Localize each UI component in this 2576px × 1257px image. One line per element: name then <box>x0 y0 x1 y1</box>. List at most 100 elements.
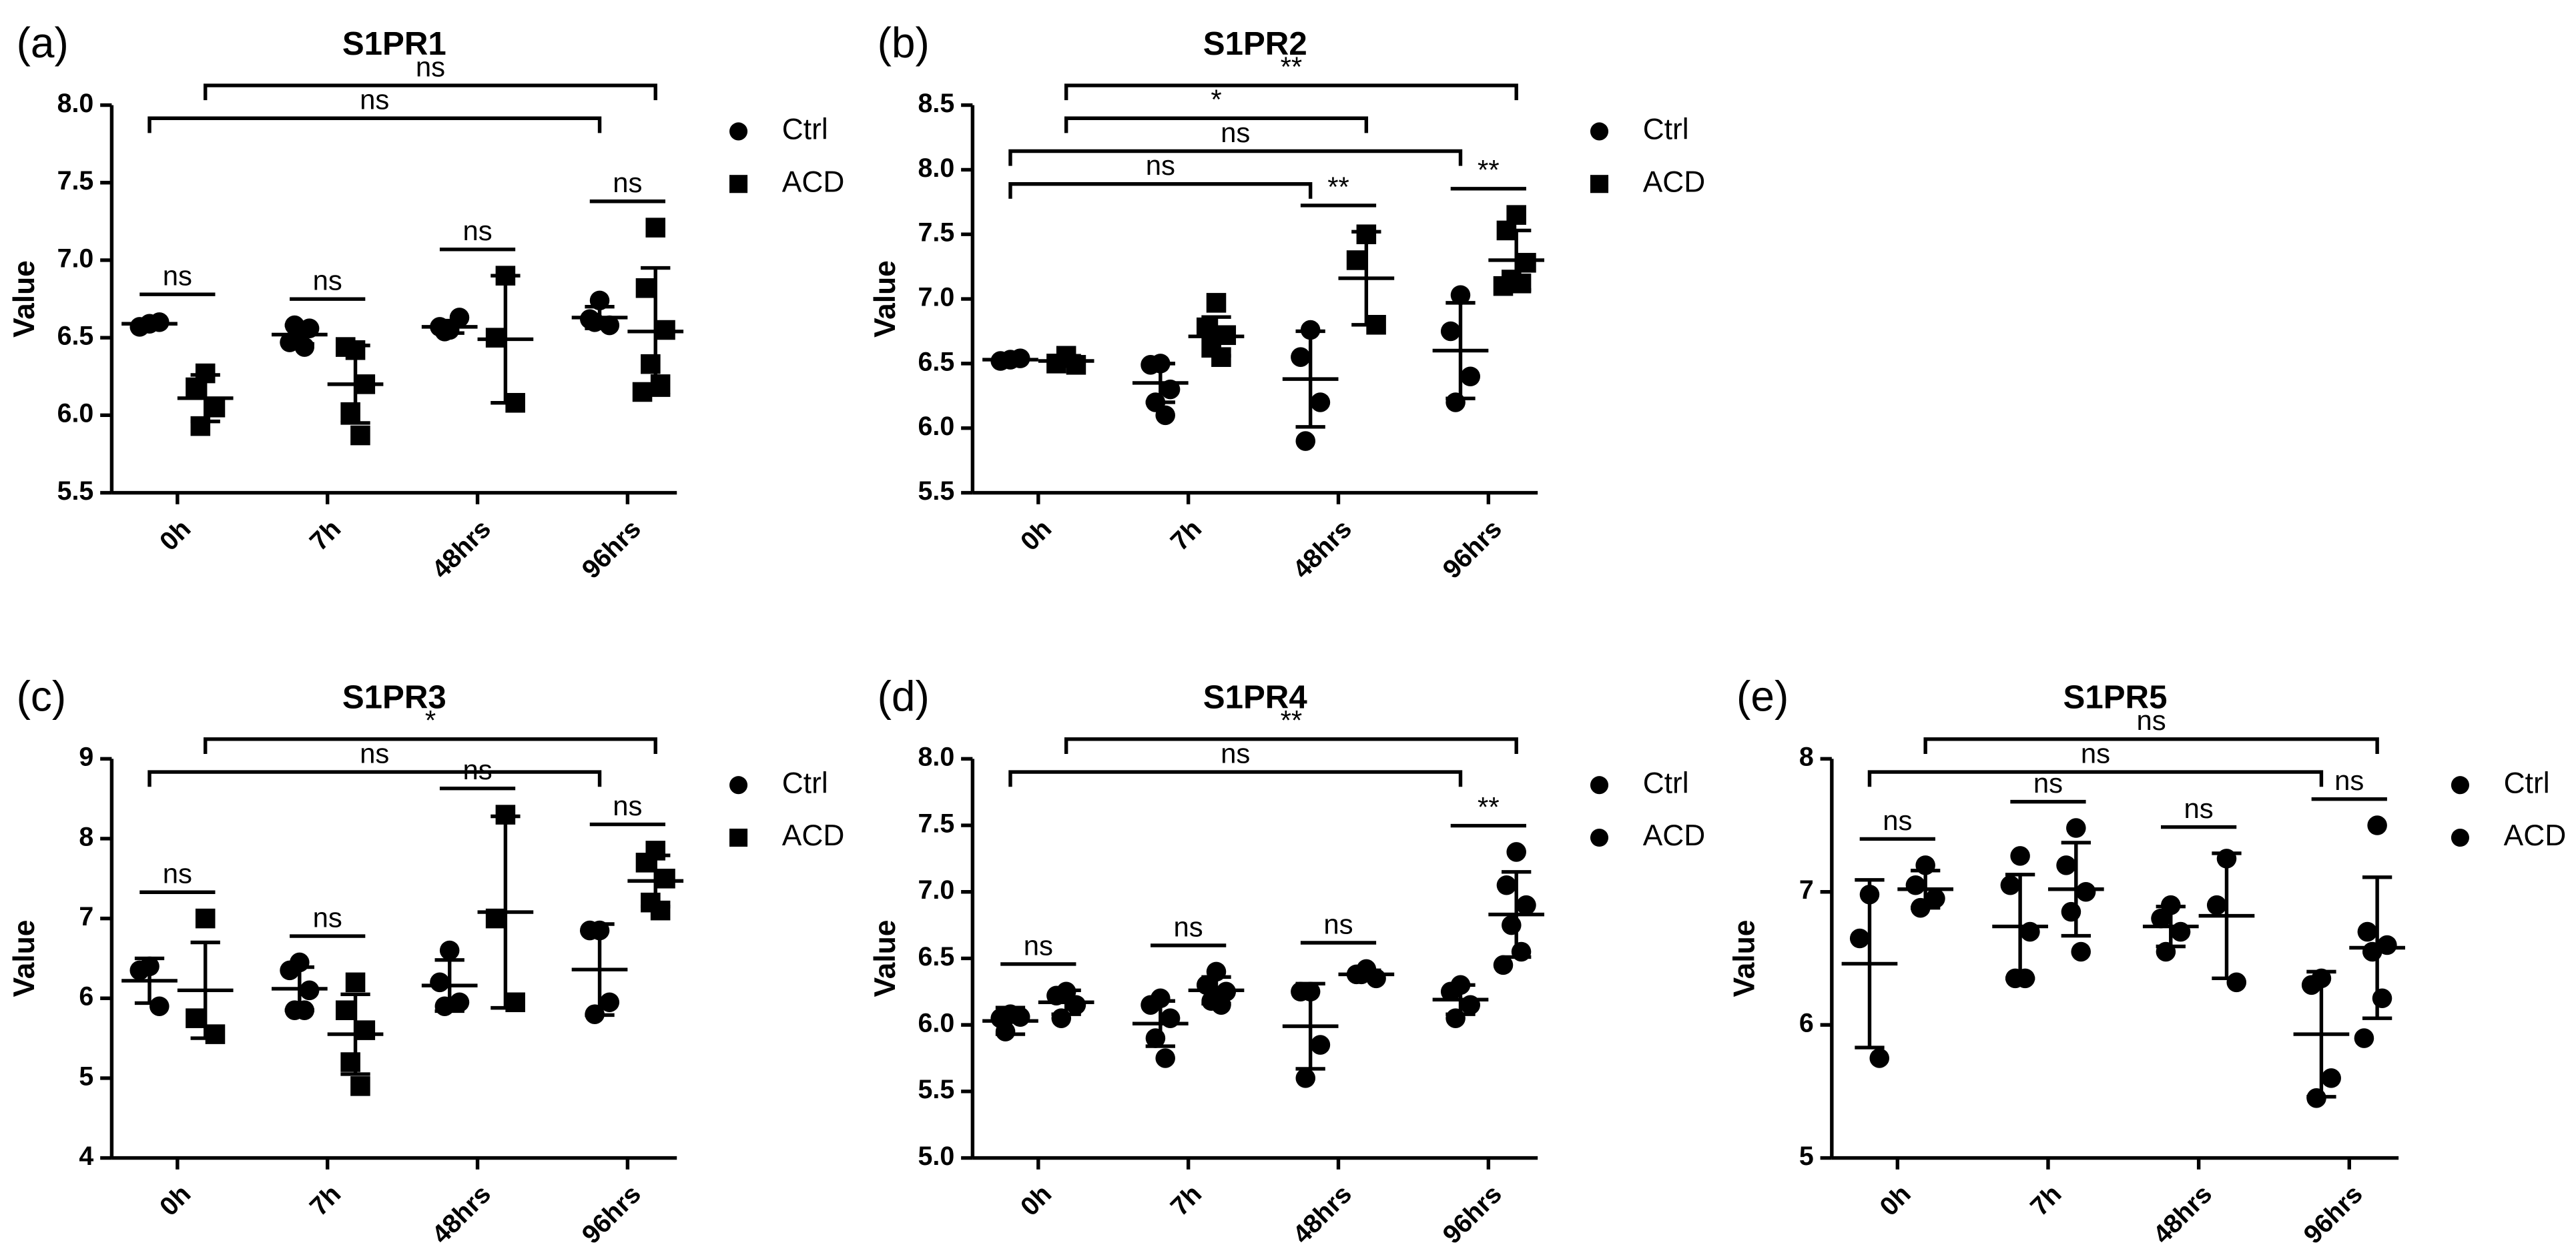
y-axis-label: Value <box>1728 920 1761 997</box>
data-point <box>2206 895 2227 915</box>
significance-label: ns <box>613 790 642 821</box>
data-point <box>2151 908 2171 929</box>
data-point <box>2377 935 2397 955</box>
x-tick-label: 96hrs <box>576 1179 646 1249</box>
legend-marker <box>1590 776 1609 795</box>
significance-label: ns <box>360 84 389 115</box>
panel-label: (e) <box>1736 673 1789 721</box>
x-tick-label: 7h <box>2025 1179 2067 1222</box>
y-tick-label: 7.0 <box>57 244 94 273</box>
data-point <box>190 416 211 436</box>
chart-title: S1PR1 <box>342 25 446 62</box>
y-tick-label: 6.0 <box>918 412 955 441</box>
data-point <box>1905 875 1926 895</box>
significance-label: ** <box>1281 51 1303 82</box>
y-tick-label: 8.5 <box>918 89 955 118</box>
panel: (c) S1PR3 Value 4 5 6 7 8 9 0h 7h 48hrs 96hrs Ctrl ACD… <box>8 673 844 1250</box>
significance-label: * <box>425 705 436 736</box>
y-tick-label: 5.0 <box>918 1142 955 1171</box>
error-bar <box>995 355 1026 364</box>
y-tick-label: 7 <box>1799 875 1814 905</box>
data-point <box>1445 392 1466 412</box>
data-point <box>1496 875 1517 895</box>
y-tick-label: 6.0 <box>918 1009 955 1038</box>
x-tick-label: 48hrs <box>426 1179 497 1249</box>
y-tick-label: 6.0 <box>57 399 94 428</box>
error-bar <box>134 318 165 329</box>
y-tick-label: 5 <box>1799 1142 1814 1171</box>
y-axis-label: Value <box>869 260 902 338</box>
data-point <box>1010 1007 1030 1027</box>
legend-marker <box>729 175 748 193</box>
error-bar <box>1445 301 1476 400</box>
error-bar <box>434 958 464 1013</box>
error-bar <box>1051 354 1081 368</box>
data-point <box>336 1000 356 1020</box>
x-tick-label: 7h <box>304 1179 347 1222</box>
data-point <box>355 1020 376 1040</box>
significance-label: ns <box>1323 908 1353 939</box>
y-tick-label: 6.5 <box>57 322 94 351</box>
legend-marker <box>729 122 748 141</box>
data-point <box>449 308 470 328</box>
error-bar <box>190 940 220 1040</box>
significance-bracket <box>204 83 657 101</box>
data-point <box>1155 405 1175 426</box>
chart-title: S1PR4 <box>1203 679 1308 716</box>
y-tick-label: 5.5 <box>57 476 94 506</box>
y-tick-label: 7.5 <box>918 218 955 248</box>
significance-bracket <box>1064 737 1518 754</box>
error-bar <box>284 965 315 1012</box>
significance-label: ns <box>1221 117 1250 148</box>
legend-label: Ctrl <box>1643 113 1689 146</box>
error-bar <box>340 344 370 425</box>
error-bar <box>2306 969 2336 1099</box>
data-point <box>205 397 226 418</box>
chart-title: S1PR5 <box>2063 679 2168 716</box>
data-point <box>195 908 216 929</box>
error-bar <box>190 373 220 424</box>
y-axis-label: Value <box>8 920 41 997</box>
data-point <box>345 972 366 993</box>
data-point <box>449 992 470 1013</box>
data-point <box>2010 846 2030 866</box>
significance-label: ns <box>462 754 492 785</box>
error-bar <box>1295 329 1325 429</box>
error-bar <box>2156 904 2186 949</box>
panel: (d) S1PR4 Value 5.0 5.5 6.0 6.5 7.0 7.5 8.0 0h 7h 48… <box>869 673 1705 1250</box>
data-point <box>599 315 620 336</box>
data-point <box>294 337 315 357</box>
chart-title: S1PR2 <box>1203 25 1307 62</box>
data-point <box>2301 975 2322 995</box>
data-point <box>1295 1068 1316 1088</box>
data-point <box>2000 875 2021 895</box>
data-point <box>280 960 300 981</box>
significance-bracket <box>147 116 602 133</box>
error-bar <box>1855 878 1885 1050</box>
error-bar <box>491 274 521 405</box>
significance-label: ns <box>360 737 389 769</box>
data-point <box>1493 276 1514 296</box>
error-bar <box>995 1005 1026 1036</box>
significance-label: ns <box>2184 793 2214 824</box>
data-point <box>1502 915 1522 935</box>
error-bar <box>641 853 671 909</box>
x-tick-label: 7h <box>1165 514 1208 556</box>
data-point <box>340 1052 360 1072</box>
data-point <box>350 1076 370 1096</box>
x-tick-label: 7h <box>304 514 347 556</box>
data-point <box>1206 293 1227 313</box>
data-point <box>2056 855 2076 875</box>
panel: (e) S1PR5 Value 5 6 7 8 0h 7h 48hrs 96hrs Ctrl ACD ns… <box>1728 673 2567 1250</box>
significance-label: ns <box>1024 929 1053 961</box>
panel: (a) S1PR1 Value 5.5 6.0 6.5 7.0 7.5 8.0 0h 7h 48hrs… <box>8 19 844 584</box>
x-tick-label: 48hrs <box>1287 514 1357 584</box>
error-bar <box>2212 851 2242 981</box>
y-tick-label: 9 <box>79 743 93 772</box>
error-bar <box>1351 230 1381 327</box>
significance-label: ns <box>1221 737 1250 769</box>
data-point <box>1516 253 1536 273</box>
y-tick-label: 6 <box>1799 1009 1814 1038</box>
data-point <box>340 402 360 422</box>
y-tick-label: 7.0 <box>918 282 955 312</box>
